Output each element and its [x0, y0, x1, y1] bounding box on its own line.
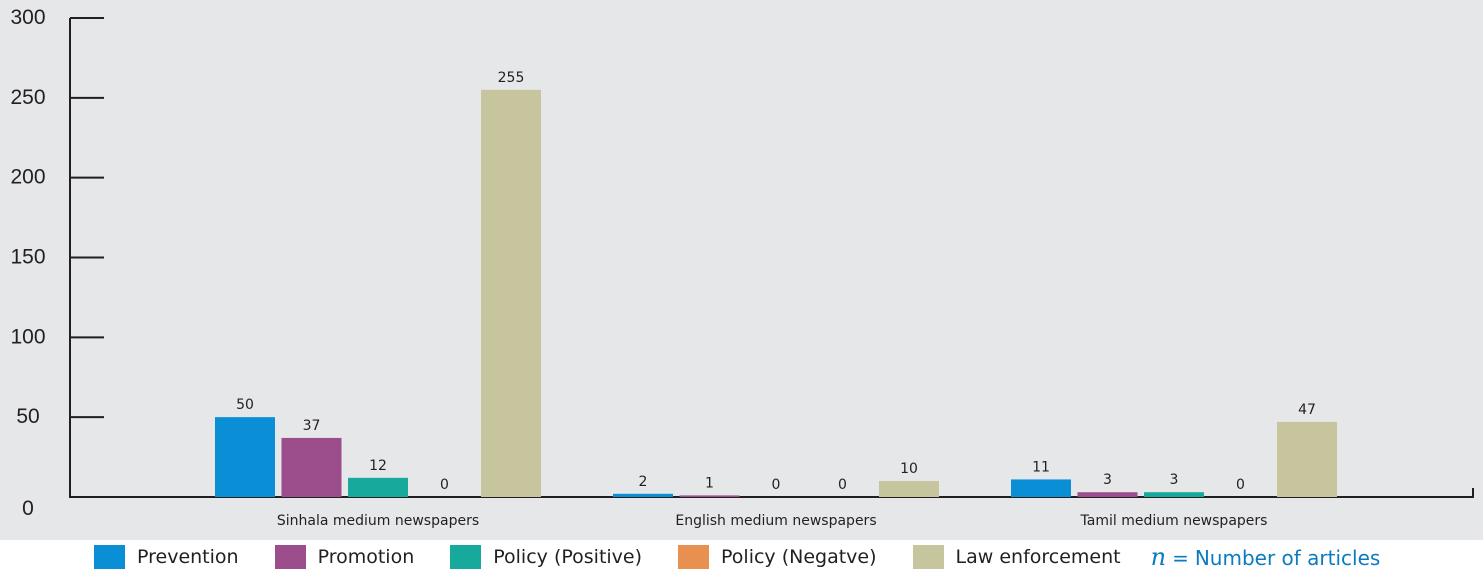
note-equals: = [1172, 546, 1189, 570]
legend-row: Prevention Promotion Policy (Positive) Poli… [94, 543, 1381, 571]
legend-swatch [450, 545, 482, 569]
bar [1011, 479, 1071, 497]
bar-value-label: 1 [705, 475, 714, 491]
y-tick-label: 0 [22, 497, 34, 520]
category-label: English medium newspapers [675, 513, 876, 529]
bar-value-label: 2 [639, 474, 648, 490]
legend-swatch [678, 545, 710, 569]
bar-value-label: 37 [303, 418, 321, 434]
y-tick-label: 150 [10, 246, 45, 269]
bar-value-label: 0 [772, 477, 781, 493]
legend-items: Prevention Promotion Policy (Positive) Poli… [94, 545, 1157, 569]
bar-value-label: 47 [1298, 402, 1316, 418]
legend-item: Prevention [94, 545, 239, 569]
bar [281, 437, 342, 497]
legend-swatch [94, 545, 125, 569]
bar [1277, 421, 1337, 497]
bar-value-label: 12 [369, 458, 387, 474]
bar [613, 493, 673, 497]
legend-item: Policy (Positive) [450, 545, 642, 569]
legend-swatch [912, 545, 944, 569]
legend-note: n = Number of articles [1151, 543, 1381, 571]
bar-value-label: 11 [1032, 459, 1050, 475]
y-tick-label: 50 [16, 405, 39, 428]
legend-item: Policy (Negatve) [678, 545, 877, 569]
bar-value-label: 50 [236, 397, 254, 413]
chart-axes [69, 17, 1474, 498]
legend-label: Prevention [137, 546, 239, 568]
bar [679, 495, 740, 497]
note-text: Number of articles [1194, 546, 1381, 570]
legend: Prevention Promotion Policy (Positive) Poli… [0, 540, 1483, 574]
chart-area: 0 50 100 150 200 250 300 50 37 12 0 255 Sinhala medi… [10, 6, 1474, 529]
bar-value-label: 255 [498, 70, 525, 86]
bar-value-label: 0 [1236, 477, 1245, 493]
bar [215, 417, 275, 497]
bar-value-label: 3 [1103, 472, 1112, 488]
legend-label: Policy (Negatve) [721, 546, 877, 568]
bar-value-label: 0 [440, 477, 449, 493]
bar-value-label: 0 [838, 477, 847, 493]
bar-value-label: 3 [1170, 472, 1179, 488]
y-tick-label: 300 [10, 6, 45, 29]
chart-bars [215, 89, 1337, 497]
legend-label: Policy (Positive) [493, 546, 643, 568]
bar [879, 481, 939, 497]
y-tick-label: 200 [10, 166, 45, 189]
bar [1144, 492, 1204, 497]
category-label: Tamil medium newspapers [1080, 513, 1268, 529]
category-label: Sinhala medium newspapers [277, 513, 479, 529]
legend-item: Law enforcement [912, 545, 1121, 569]
legend-swatch [274, 545, 306, 569]
y-tick-label: 100 [10, 325, 45, 348]
bar [348, 477, 408, 497]
bar-value-label: 10 [900, 461, 918, 477]
y-tick-label: 250 [10, 86, 45, 109]
bar [1077, 492, 1138, 497]
legend-label: Law enforcement [955, 546, 1121, 568]
legend-item: Promotion [274, 545, 415, 569]
note-variable: n [1150, 543, 1167, 571]
bar [481, 89, 541, 497]
legend-label: Promotion [317, 546, 415, 568]
